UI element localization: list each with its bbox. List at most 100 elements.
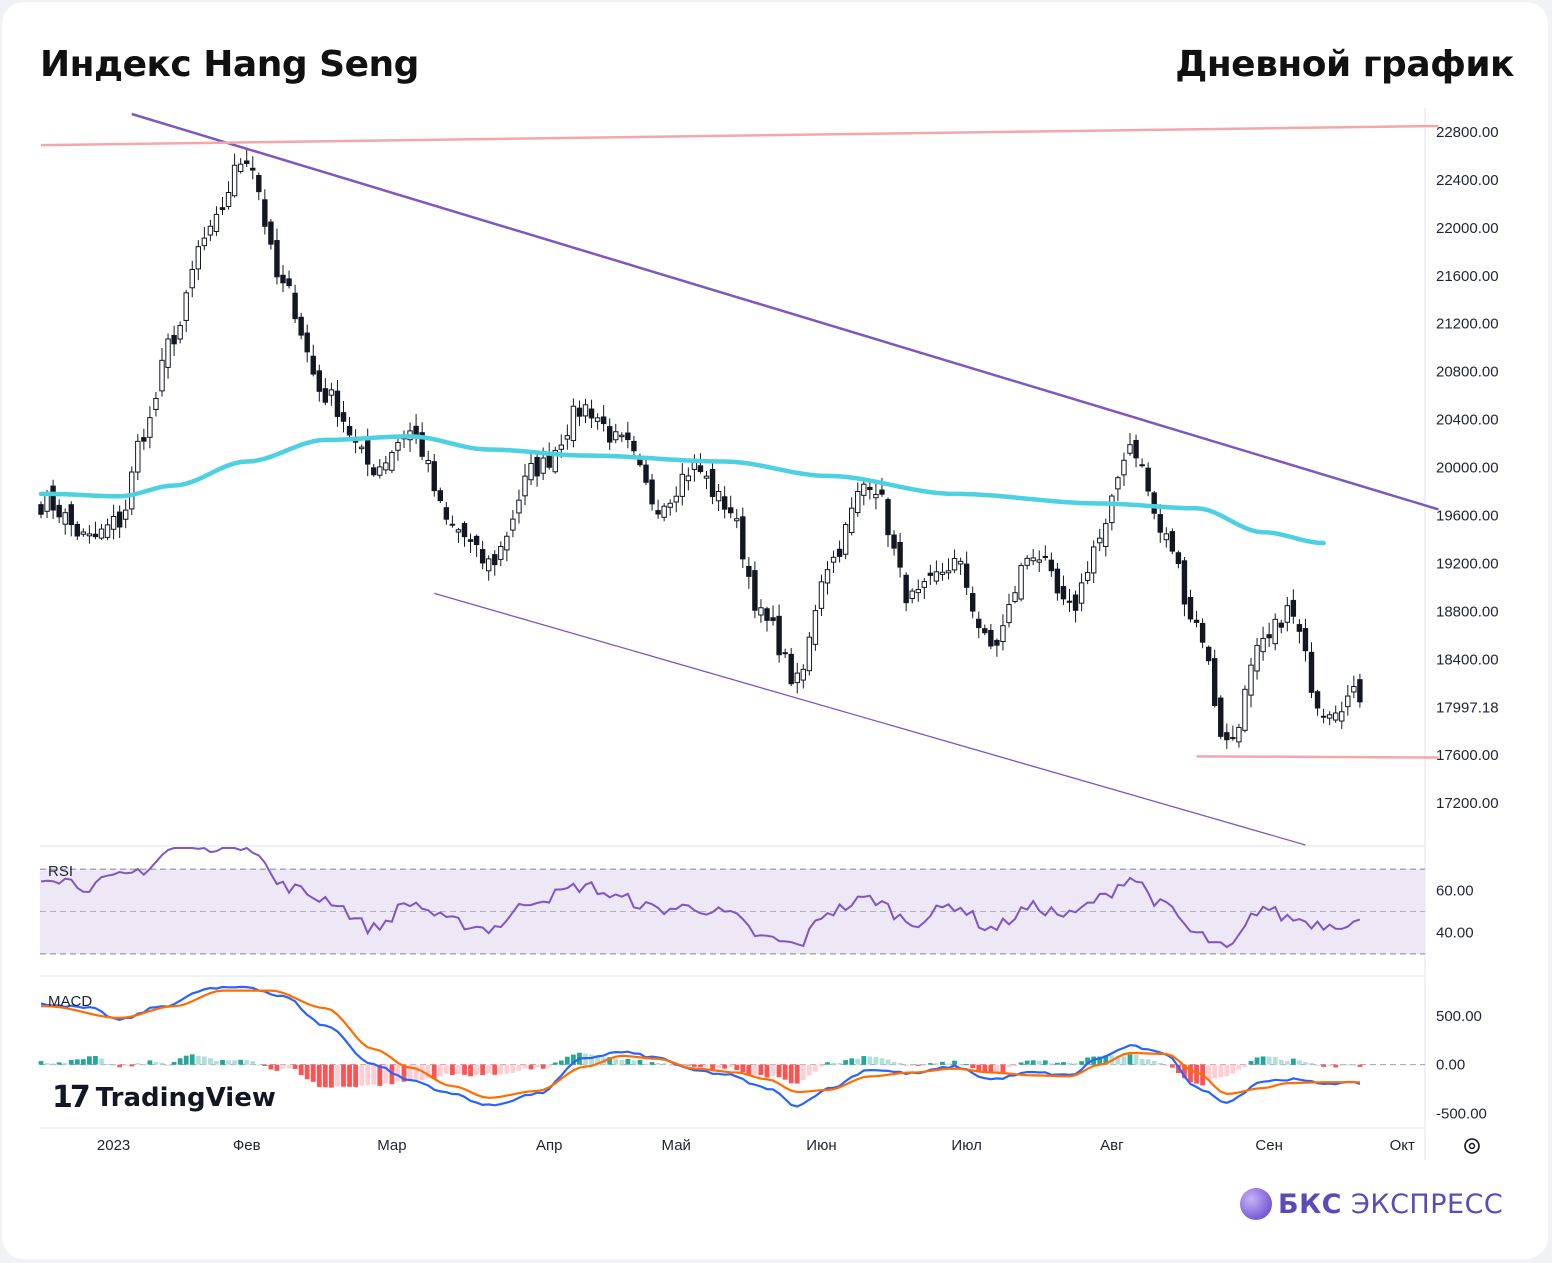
candle-down — [92, 521, 99, 540]
candle-body — [945, 570, 952, 574]
candle-down — [927, 564, 934, 585]
candle-up — [849, 497, 855, 536]
candle-body — [340, 412, 347, 422]
resistance-line — [40, 124, 1439, 147]
candle-body — [316, 370, 323, 392]
candle-down — [256, 172, 262, 201]
candle-body — [558, 444, 564, 450]
macd-histogram-bar — [903, 1064, 909, 1067]
candle-down — [721, 486, 728, 519]
candle-up — [237, 158, 244, 174]
candle-up — [455, 527, 462, 543]
candle-body — [1163, 533, 1169, 541]
candle-body — [510, 518, 516, 531]
macd-histogram-bar — [413, 1064, 419, 1081]
macd-histogram-bar — [359, 1064, 365, 1086]
candle-body — [1296, 624, 1303, 632]
candle-body — [1199, 622, 1206, 643]
candle-down — [963, 551, 970, 595]
candle-down — [352, 429, 359, 454]
candle-body — [473, 535, 480, 546]
candle-body — [377, 466, 383, 476]
candle-up — [528, 454, 534, 486]
macd-label: MACD — [48, 993, 92, 1010]
candle-body — [165, 338, 171, 368]
candle-down — [473, 534, 480, 558]
time-tick-label: Авг — [1100, 1137, 1124, 1154]
candle-body — [1042, 555, 1048, 558]
macd-histogram-bar — [492, 1064, 498, 1075]
candle-body — [419, 432, 425, 457]
macd-histogram-bar — [280, 1064, 286, 1069]
candle-down — [746, 557, 752, 589]
candle-body — [963, 563, 970, 588]
candle-body — [298, 316, 304, 336]
candle-down — [643, 459, 649, 486]
settings-gear-icon[interactable] — [1464, 1138, 1480, 1154]
macd-histogram-bar — [341, 1064, 346, 1087]
macd-histogram-bar — [849, 1058, 855, 1065]
candle-body — [770, 617, 776, 621]
macd-histogram-bar — [353, 1064, 358, 1087]
price-tick-label: 18400.00 — [1436, 651, 1499, 668]
macd-histogram-bar — [1254, 1057, 1260, 1065]
candle-body — [1139, 464, 1145, 467]
candle-up — [806, 631, 813, 676]
macd-histogram-bar — [734, 1064, 740, 1071]
macd-histogram-bar — [105, 1063, 110, 1065]
macd-histogram-bar — [250, 1061, 256, 1065]
macd-histogram-bar — [117, 1064, 123, 1068]
candle-down — [479, 540, 486, 570]
macd-histogram-bar — [298, 1064, 304, 1076]
candle-body — [431, 461, 437, 492]
candle-up — [1333, 705, 1339, 723]
macd-histogram-bar — [976, 1064, 982, 1072]
macd-histogram-bar — [1297, 1060, 1302, 1065]
candle-body — [425, 460, 431, 465]
candle-down — [1054, 562, 1061, 601]
macd-histogram-bar — [474, 1064, 479, 1075]
candle-body — [933, 571, 940, 582]
macd-histogram-bar — [988, 1064, 994, 1074]
candle-up — [1042, 545, 1048, 561]
candle-up — [685, 467, 692, 491]
macd-histogram-bar — [1030, 1060, 1036, 1065]
candle-body — [1242, 688, 1248, 731]
candle-down — [56, 499, 62, 524]
candle-body — [885, 499, 891, 536]
candle-down — [371, 463, 377, 477]
candle-body — [1169, 531, 1176, 552]
macd-histogram-bar — [407, 1064, 413, 1081]
macd-tick-label: 0.00 — [1436, 1057, 1465, 1074]
macd-histogram-bar — [38, 1061, 44, 1065]
candle-body — [1103, 523, 1109, 547]
candle-body — [1066, 600, 1073, 603]
candle-down — [588, 399, 595, 429]
candle-body — [976, 618, 982, 629]
candle-down — [262, 189, 268, 235]
candle-down — [1199, 618, 1206, 649]
macd-histogram-bar — [885, 1059, 891, 1065]
macd-histogram-bar — [74, 1059, 80, 1065]
candle-up — [195, 240, 202, 281]
candle-body — [1272, 618, 1278, 645]
candle-down — [219, 197, 226, 216]
macd-histogram-bar — [546, 1064, 552, 1067]
candle-down — [697, 453, 704, 474]
candle-up — [504, 531, 510, 562]
macd-histogram-bar — [873, 1056, 879, 1065]
candle-down — [268, 218, 274, 250]
candle-up — [1351, 675, 1357, 698]
macd-histogram-bar — [607, 1057, 613, 1065]
candle-down — [1187, 589, 1194, 623]
macd-histogram-bar — [831, 1062, 836, 1065]
candle-body — [123, 509, 129, 520]
candle-body — [207, 225, 214, 236]
candle-up — [1006, 593, 1012, 628]
price-tick-label: 20000.00 — [1436, 460, 1499, 477]
candle-body — [1060, 586, 1067, 600]
candle-body — [855, 491, 861, 514]
moving-average-line — [38, 434, 1326, 546]
candle-down — [316, 364, 323, 402]
